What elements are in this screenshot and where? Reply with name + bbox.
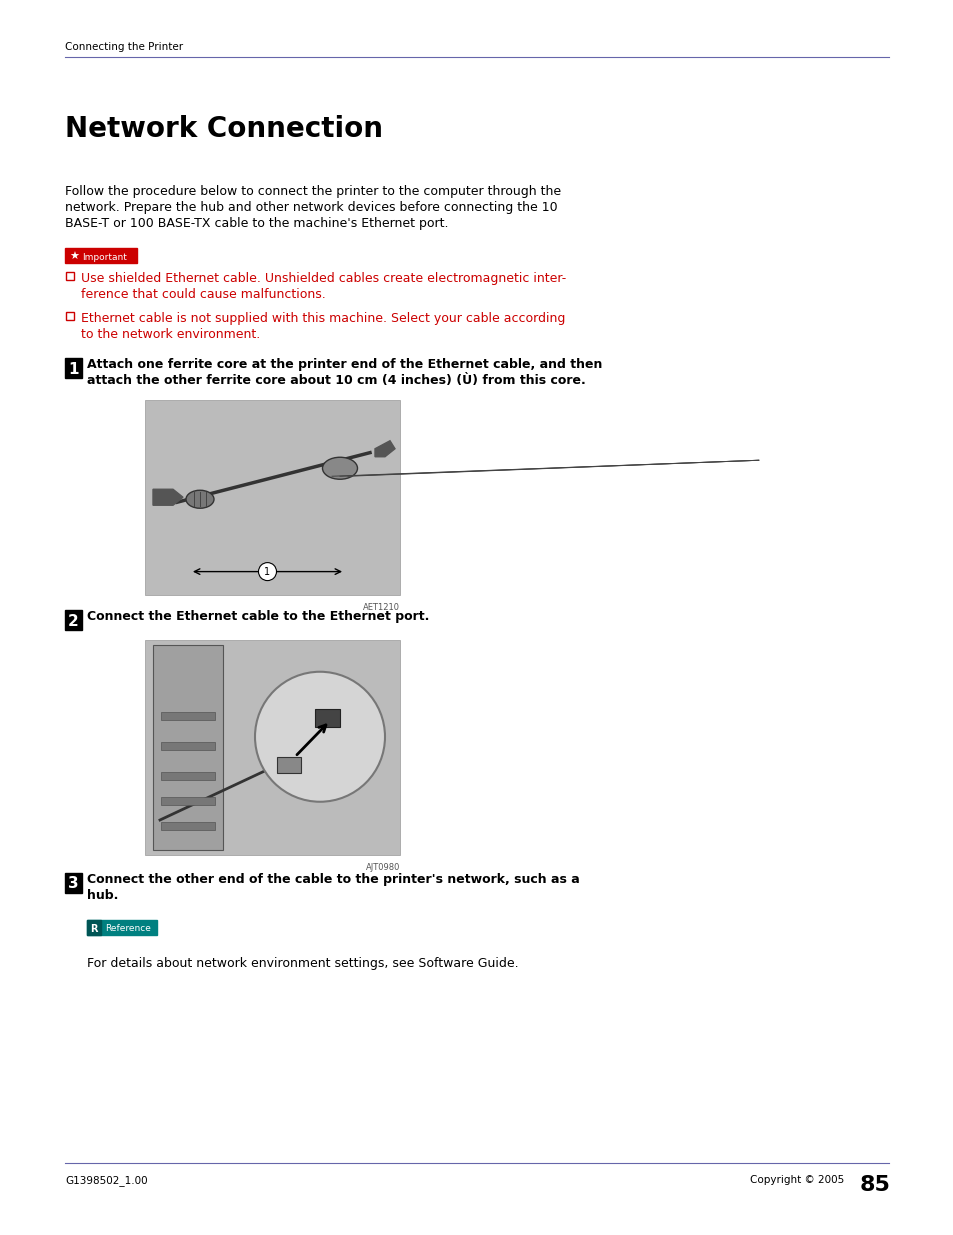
Bar bbox=[66, 312, 74, 320]
Bar bbox=[65, 610, 82, 630]
Bar bbox=[65, 358, 82, 378]
Bar bbox=[152, 645, 223, 850]
Bar bbox=[161, 797, 214, 805]
Bar bbox=[87, 920, 101, 935]
Bar bbox=[65, 248, 137, 263]
Text: BASE-T or 100 BASE-TX cable to the machine's Ethernet port.: BASE-T or 100 BASE-TX cable to the machi… bbox=[65, 217, 448, 230]
Text: Attach one ferrite core at the printer end of the Ethernet cable, and then: Attach one ferrite core at the printer e… bbox=[87, 358, 601, 370]
Ellipse shape bbox=[322, 457, 357, 479]
Text: Ethernet cable is not supplied with this machine. Select your cable according: Ethernet cable is not supplied with this… bbox=[81, 312, 565, 325]
Bar bbox=[87, 920, 157, 935]
Text: Connecting the Printer: Connecting the Printer bbox=[65, 42, 183, 52]
Bar bbox=[314, 709, 339, 726]
Bar bbox=[145, 400, 399, 595]
Text: 1: 1 bbox=[264, 567, 271, 577]
Text: 2: 2 bbox=[68, 614, 79, 629]
Text: Use shielded Ethernet cable. Unshielded cables create electromagnetic inter-: Use shielded Ethernet cable. Unshielded … bbox=[81, 272, 566, 285]
Polygon shape bbox=[375, 441, 395, 457]
Text: R: R bbox=[91, 924, 97, 934]
Text: G1398502_1.00: G1398502_1.00 bbox=[65, 1174, 148, 1186]
Text: to the network environment.: to the network environment. bbox=[81, 329, 260, 341]
Circle shape bbox=[254, 672, 385, 802]
Bar bbox=[66, 272, 74, 280]
Text: Connect the other end of the cable to the printer's network, such as a: Connect the other end of the cable to th… bbox=[87, 873, 579, 885]
Polygon shape bbox=[152, 489, 183, 505]
Text: Connect the Ethernet cable to the Ethernet port.: Connect the Ethernet cable to the Ethern… bbox=[87, 610, 429, 622]
Text: 85: 85 bbox=[859, 1174, 890, 1195]
Bar bbox=[161, 742, 214, 750]
Text: Network Connection: Network Connection bbox=[65, 115, 382, 143]
Bar bbox=[145, 640, 399, 855]
Bar bbox=[161, 713, 214, 720]
Text: Important: Important bbox=[82, 253, 127, 262]
Text: attach the other ferrite core about 10 cm (4 inches) (Ù) from this core.: attach the other ferrite core about 10 c… bbox=[87, 374, 585, 387]
Text: AJT0980: AJT0980 bbox=[365, 863, 399, 872]
FancyBboxPatch shape bbox=[276, 757, 301, 773]
Text: ★: ★ bbox=[69, 252, 79, 262]
Bar bbox=[161, 823, 214, 830]
Bar bbox=[65, 873, 82, 893]
Text: Follow the procedure below to connect the printer to the computer through the: Follow the procedure below to connect th… bbox=[65, 185, 560, 198]
Bar bbox=[161, 772, 214, 781]
Text: Reference: Reference bbox=[105, 924, 151, 932]
Text: 3: 3 bbox=[68, 877, 79, 892]
Text: 1: 1 bbox=[69, 362, 79, 377]
Text: network. Prepare the hub and other network devices before connecting the 10: network. Prepare the hub and other netwo… bbox=[65, 201, 558, 214]
Text: Copyright © 2005: Copyright © 2005 bbox=[749, 1174, 843, 1186]
Ellipse shape bbox=[186, 490, 213, 509]
Circle shape bbox=[258, 563, 276, 580]
Text: AET1210: AET1210 bbox=[363, 603, 399, 613]
Text: hub.: hub. bbox=[87, 889, 118, 902]
Text: For details about network environment settings, see Software Guide.: For details about network environment se… bbox=[87, 957, 518, 969]
Text: ference that could cause malfunctions.: ference that could cause malfunctions. bbox=[81, 288, 325, 301]
